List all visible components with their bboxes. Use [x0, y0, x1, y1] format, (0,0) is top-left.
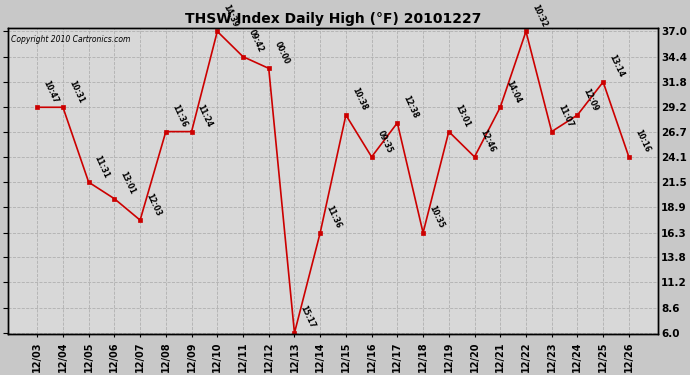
Text: 11:24: 11:24	[196, 103, 214, 129]
Title: THSW Index Daily High (°F) 20101227: THSW Index Daily High (°F) 20101227	[185, 12, 481, 26]
Text: 13:01: 13:01	[453, 103, 471, 129]
Text: 11:36: 11:36	[324, 204, 343, 230]
Text: 09:42: 09:42	[247, 28, 266, 54]
Text: 13:01: 13:01	[119, 170, 137, 196]
Text: 00:00: 00:00	[273, 40, 291, 66]
Text: 12:38: 12:38	[402, 94, 420, 120]
Text: 11:31: 11:31	[93, 154, 111, 179]
Text: 12:09: 12:09	[582, 87, 600, 112]
Text: 10:32: 10:32	[530, 3, 549, 29]
Text: 10:16: 10:16	[633, 129, 651, 154]
Text: 15:17: 15:17	[299, 304, 317, 330]
Text: 11:07: 11:07	[556, 103, 574, 129]
Text: Copyright 2010 Cartronics.com: Copyright 2010 Cartronics.com	[11, 34, 130, 44]
Text: 09:35: 09:35	[376, 129, 394, 154]
Text: 10:31: 10:31	[67, 79, 86, 105]
Text: 12:03: 12:03	[144, 192, 163, 217]
Text: 10:47: 10:47	[41, 79, 60, 105]
Text: 11:36: 11:36	[170, 103, 188, 129]
Text: 13:14: 13:14	[607, 54, 626, 79]
Text: 14:04: 14:04	[504, 79, 523, 105]
Text: 12:46: 12:46	[479, 129, 497, 154]
Text: 14:39: 14:39	[221, 3, 240, 29]
Text: 10:38: 10:38	[350, 87, 368, 112]
Text: 10:35: 10:35	[427, 204, 446, 230]
